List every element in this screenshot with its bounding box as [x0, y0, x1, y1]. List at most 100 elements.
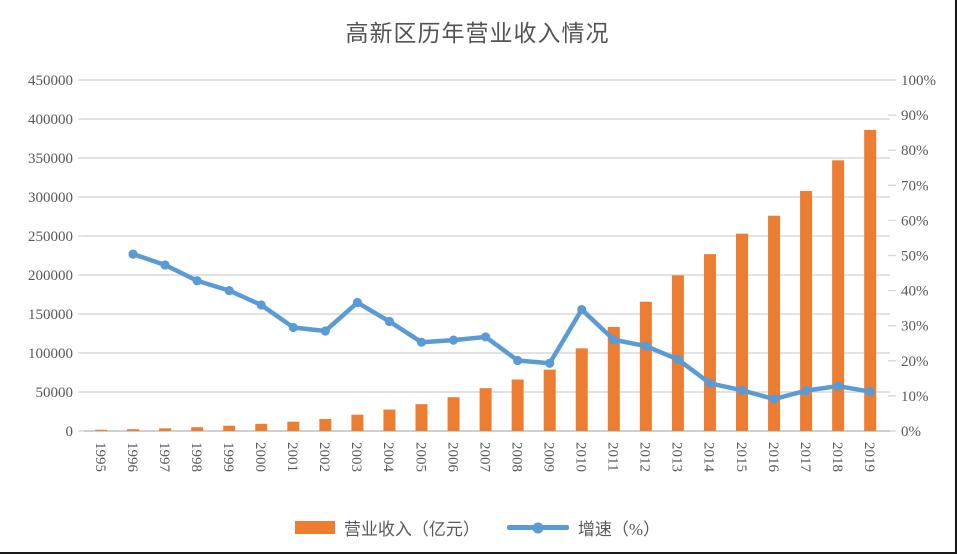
growth-marker	[481, 332, 491, 342]
growth-marker	[128, 249, 138, 259]
growth-marker	[833, 381, 843, 391]
right-axis-label: 10%	[901, 389, 929, 405]
growth-marker	[160, 260, 170, 270]
year-label: 2003	[348, 442, 364, 472]
growth-marker	[609, 335, 619, 345]
left-axis-label: 50000	[36, 385, 74, 401]
right-axis-label: 50%	[901, 249, 929, 265]
growth-marker	[737, 385, 747, 395]
legend-bar-label: 营业收入（亿元）	[343, 520, 480, 539]
growth-marker	[769, 394, 779, 404]
right-axis-label: 40%	[901, 284, 929, 300]
growth-marker	[288, 322, 298, 333]
growth-marker	[224, 286, 234, 296]
revenue-bar	[607, 326, 620, 431]
year-label: 2015	[733, 442, 749, 472]
chart-legend: 营业收入（亿元） 增速（%）	[0, 515, 955, 540]
growth-marker	[705, 378, 715, 388]
growth-marker	[513, 355, 523, 366]
left-axis-label: 150000	[28, 307, 73, 323]
revenue-bar	[511, 379, 524, 431]
year-label: 2019	[861, 442, 877, 472]
revenue-bar	[800, 190, 813, 431]
revenue-bar	[351, 414, 364, 431]
right-axis-label: 20%	[901, 354, 929, 370]
year-label: 2012	[637, 442, 653, 472]
year-label: 1997	[156, 442, 172, 473]
revenue-bar	[191, 427, 204, 431]
year-label: 2017	[797, 442, 813, 473]
year-label: 1998	[188, 442, 204, 472]
left-axis-label: 200000	[28, 268, 73, 284]
legend-line-swatch	[506, 522, 569, 533]
growth-marker	[320, 326, 330, 336]
growth-marker	[192, 276, 202, 286]
revenue-bar	[703, 254, 716, 431]
left-axis-label: 450000	[28, 73, 73, 89]
revenue-bar	[736, 233, 748, 431]
year-label: 2011	[605, 442, 621, 471]
legend-line-label: 增速（%）	[577, 520, 661, 539]
growth-marker	[545, 358, 555, 368]
year-label: 2002	[316, 442, 332, 472]
growth-marker	[577, 304, 587, 315]
year-label: 2014	[701, 442, 717, 473]
revenue-bar	[319, 419, 332, 431]
revenue-bar	[223, 425, 236, 431]
left-axis-label: 350000	[28, 151, 73, 167]
revenue-bar	[671, 275, 684, 431]
year-label: 2018	[829, 442, 845, 472]
revenue-bar	[864, 129, 877, 432]
revenue-bar	[768, 215, 781, 431]
year-label: 2016	[765, 442, 781, 473]
revenue-bar	[447, 397, 460, 431]
year-label: 2000	[252, 442, 268, 472]
right-axis-label: 30%	[901, 319, 929, 335]
revenue-bar	[639, 301, 652, 431]
growth-marker	[865, 387, 875, 397]
growth-line	[130, 251, 873, 402]
year-label: 2009	[540, 442, 556, 472]
revenue-bar	[543, 369, 556, 431]
chart-title: 高新区历年营业收入情况	[345, 21, 610, 46]
revenue-bar	[95, 429, 107, 431]
revenue-bar	[255, 423, 268, 431]
growth-marker	[673, 354, 683, 364]
legend-line-marker-icon	[532, 522, 544, 533]
growth-marker	[416, 337, 427, 347]
revenue-bar	[832, 160, 845, 431]
year-label: 2001	[284, 442, 300, 472]
year-label: 2010	[573, 442, 589, 472]
year-label: 1996	[124, 442, 140, 473]
revenue-bar	[127, 429, 140, 431]
left-axis-label: 300000	[28, 190, 73, 206]
growth-marker	[801, 386, 811, 396]
right-axis-label: 100%	[901, 73, 936, 89]
growth-marker	[256, 300, 266, 310]
year-label: 2004	[380, 442, 396, 473]
revenue-bar	[479, 388, 492, 431]
year-label: 1999	[220, 442, 236, 472]
growth-marker	[352, 297, 362, 308]
year-label: 1995	[92, 442, 108, 472]
right-axis-label: 60%	[901, 213, 929, 229]
legend-bar-swatch	[294, 521, 335, 534]
year-label: 2007	[476, 442, 492, 472]
right-axis-label: 90%	[901, 108, 929, 124]
right-axis-label: 80%	[901, 143, 929, 159]
revenue-bar	[383, 409, 396, 431]
right-axis-label: 0%	[901, 424, 921, 440]
year-label: 2008	[508, 442, 524, 472]
left-axis-label: 250000	[28, 229, 73, 245]
year-label: 2005	[412, 442, 428, 472]
left-axis-label: 100000	[28, 346, 73, 362]
growth-marker	[448, 335, 459, 345]
right-axis-label: 70%	[901, 178, 929, 194]
growth-marker	[641, 341, 651, 351]
year-label: 2006	[444, 442, 460, 473]
revenue-bar	[575, 348, 588, 431]
revenue-bar	[287, 421, 300, 431]
growth-marker	[384, 316, 395, 327]
